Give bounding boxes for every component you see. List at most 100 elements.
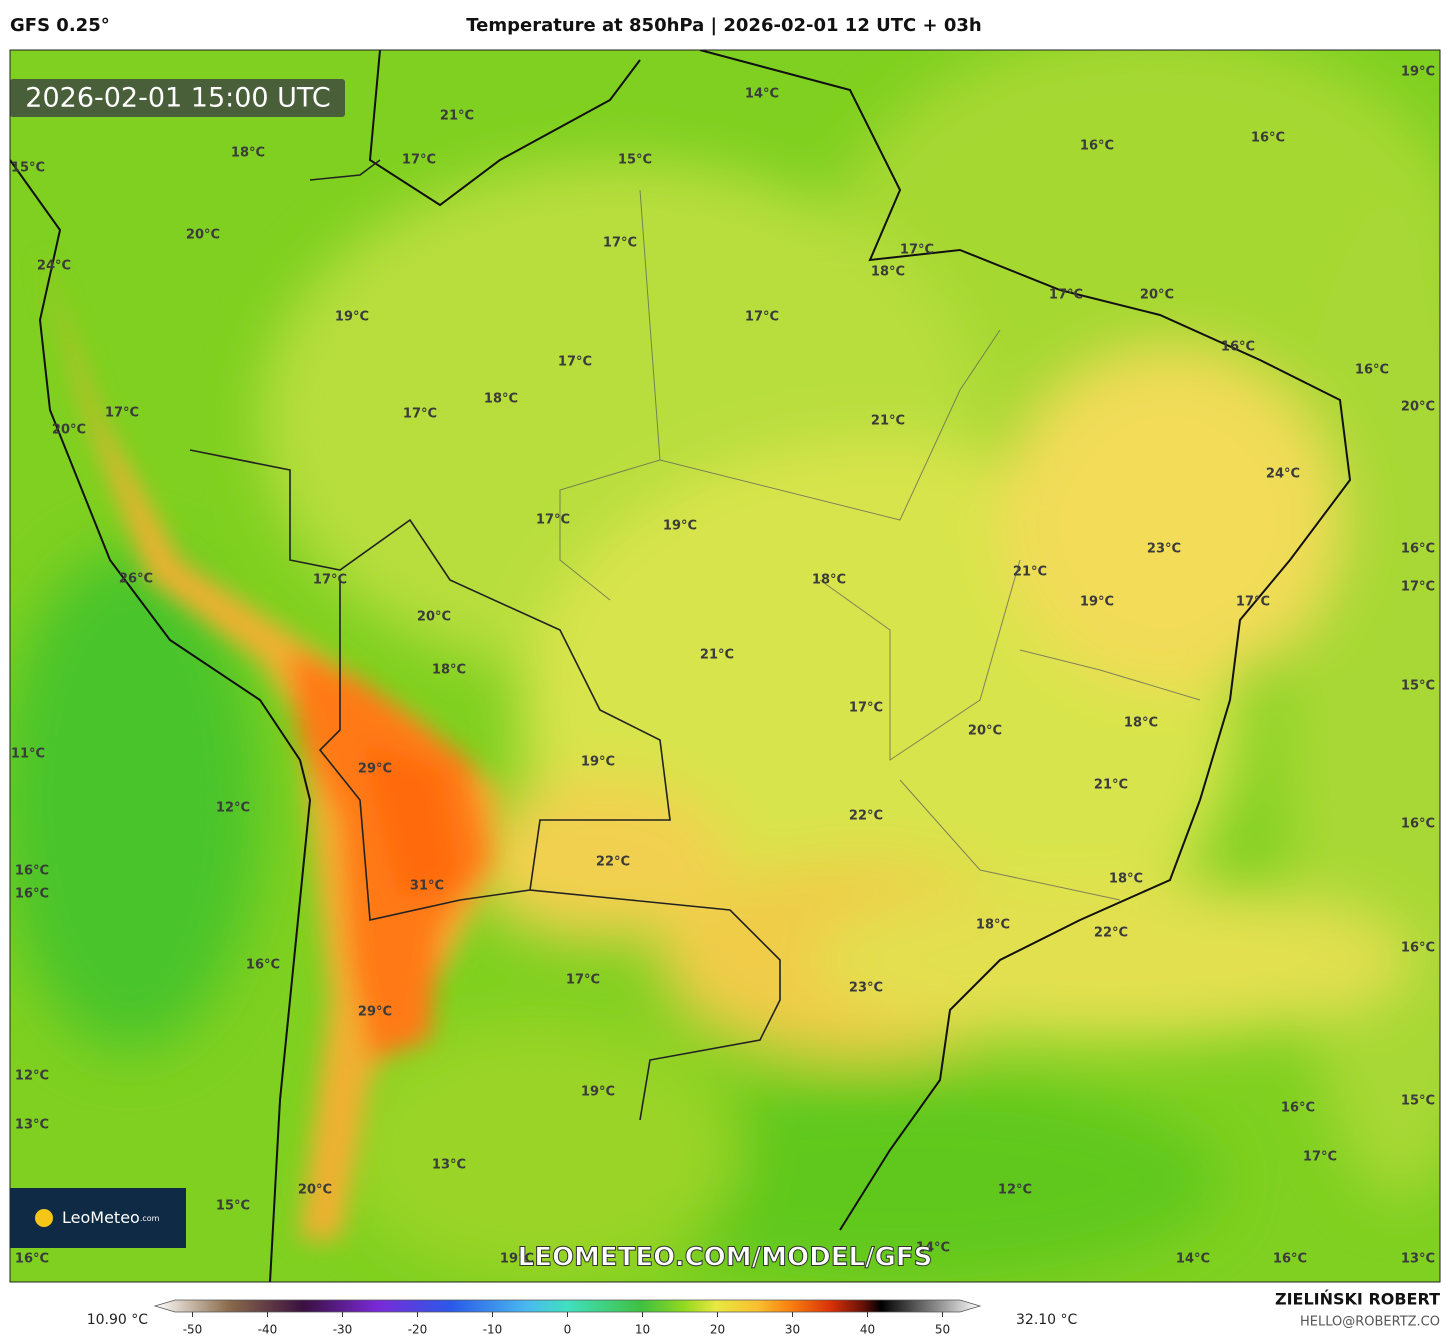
map-frame bbox=[9, 49, 1441, 1283]
logo-text: LeoMeteo bbox=[62, 1208, 140, 1227]
temperature-label: 15°C bbox=[11, 161, 45, 176]
temperature-label: 18°C bbox=[1124, 716, 1158, 731]
temperature-label: 18°C bbox=[871, 265, 905, 280]
colorbar-tick-label: 40 bbox=[860, 1323, 875, 1337]
temperature-label: 19°C bbox=[335, 310, 369, 325]
temperature-label: 18°C bbox=[1109, 872, 1143, 887]
temperature-label: 17°C bbox=[603, 236, 637, 251]
colorbar-tick-label: 30 bbox=[785, 1323, 800, 1337]
temperature-label: 16°C bbox=[15, 864, 49, 879]
author-email: HELLO@ROBERTZ.CO bbox=[1300, 1315, 1440, 1330]
temperature-label: 29°C bbox=[358, 762, 392, 777]
temperature-label: 14°C bbox=[1176, 1252, 1210, 1267]
temperature-field bbox=[10, 50, 1440, 1280]
temperature-label: 19°C bbox=[500, 1252, 534, 1267]
temperature-label: 16°C bbox=[15, 887, 49, 902]
colorbar-tick-label: -40 bbox=[258, 1323, 278, 1337]
temperature-label: 18°C bbox=[484, 392, 518, 407]
timestamp-box bbox=[10, 79, 345, 117]
temperature-label: 14°C bbox=[916, 1241, 950, 1256]
temperature-label: 17°C bbox=[536, 513, 570, 528]
temperature-label: 20°C bbox=[968, 724, 1002, 739]
temperature-label: 17°C bbox=[403, 407, 437, 422]
coastline bbox=[10, 159, 312, 1282]
temperature-label: 13°C bbox=[432, 1158, 466, 1173]
temperature-label: 17°C bbox=[566, 973, 600, 988]
temperature-label: 17°C bbox=[402, 153, 436, 168]
temperature-label: 17°C bbox=[745, 310, 779, 325]
temperature-label: 15°C bbox=[1401, 679, 1435, 694]
temperature-label: 20°C bbox=[417, 610, 451, 625]
temperature-label: 16°C bbox=[15, 1252, 49, 1267]
temperature-label: 21°C bbox=[440, 109, 474, 124]
temperature-label: 17°C bbox=[1049, 288, 1083, 303]
temperature-label: 21°C bbox=[1013, 565, 1047, 580]
temperature-label: 16°C bbox=[246, 958, 280, 973]
temperature-label: 22°C bbox=[1094, 926, 1128, 941]
temperature-label: 17°C bbox=[1236, 595, 1270, 610]
temperature-label: 19°C bbox=[581, 755, 615, 770]
map: 21°C 14°C 19°C 15°C 18°C 17°C 15°C 16°C 16°C 20°C… bbox=[10, 50, 1440, 1282]
temperature-label: 18°C bbox=[432, 663, 466, 678]
logo-sun bbox=[35, 1209, 53, 1227]
colorbar-min: 10.90 °C bbox=[87, 1312, 149, 1328]
temperature-label: 15°C bbox=[618, 153, 652, 168]
colorbar-tick-label: 10 bbox=[635, 1323, 650, 1337]
temperature-label: 13°C bbox=[15, 1118, 49, 1133]
temperature-label: 17°C bbox=[900, 243, 934, 258]
colorbar-max: 32.10 °C bbox=[1016, 1312, 1078, 1328]
temperature-label: 12°C bbox=[216, 801, 250, 816]
colorbar-tick-label: -20 bbox=[408, 1323, 428, 1337]
temperature-label: 18°C bbox=[812, 573, 846, 588]
temperature-label: 12°C bbox=[15, 1069, 49, 1084]
state-borders bbox=[559, 189, 1201, 901]
temperature-label: 12°C bbox=[998, 1183, 1032, 1198]
temperature-label: 21°C bbox=[871, 414, 905, 429]
temperature-label: 19°C bbox=[1401, 65, 1435, 80]
colorbar-tick-label: 50 bbox=[935, 1323, 950, 1337]
temperature-label: 16°C bbox=[1401, 941, 1435, 956]
author-name: ZIELIŃSKI ROBERT bbox=[1275, 1290, 1440, 1309]
temperature-label: 31°C bbox=[410, 879, 444, 894]
watermark: LEOMETEO.COM/MODEL/GFS bbox=[518, 1243, 933, 1273]
logo-name: LeoMeteo.com bbox=[62, 1208, 160, 1227]
temperature-label: 23°C bbox=[849, 981, 883, 996]
temperature-label: 24°C bbox=[1266, 467, 1300, 482]
hot-region bbox=[40, 250, 500, 1240]
timestamp: 2026-02-01 15:00 UTC bbox=[25, 83, 330, 114]
temperature-label: 20°C bbox=[298, 1183, 332, 1198]
temperature-label: 16°C bbox=[1251, 131, 1285, 146]
temperature-label: 20°C bbox=[1401, 400, 1435, 415]
temperature-label: 17°C bbox=[313, 573, 347, 588]
temperature-label: 15°C bbox=[216, 1199, 250, 1214]
temperature-label: 18°C bbox=[976, 918, 1010, 933]
temperature-label: 23°C bbox=[1147, 542, 1181, 557]
temperature-label: 14°C bbox=[745, 87, 779, 102]
temperature-label: 16°C bbox=[1273, 1252, 1307, 1267]
temperature-label: 18°C bbox=[231, 146, 265, 161]
temperature-label: 17°C bbox=[849, 701, 883, 716]
temperature-label: 17°C bbox=[1303, 1150, 1337, 1165]
temperature-label: 20°C bbox=[1140, 288, 1174, 303]
temperature-label: 11°C bbox=[11, 747, 45, 762]
temperature-label: 22°C bbox=[596, 855, 630, 870]
colorbar-tick-label: 0 bbox=[564, 1323, 572, 1337]
colorbar-tick-label: -10 bbox=[483, 1323, 503, 1337]
temperature-label: 29°C bbox=[358, 1005, 392, 1020]
colorbar-tick-label: -50 bbox=[183, 1323, 203, 1337]
temperature-label: 20°C bbox=[186, 228, 220, 243]
temperature-label: 21°C bbox=[1094, 778, 1128, 793]
map-title: Temperature at 850hPa | 2026-02-01 12 UT… bbox=[466, 15, 981, 36]
temperature-label: 17°C bbox=[105, 406, 139, 421]
colorbar-tick-label: -30 bbox=[333, 1323, 353, 1337]
temperature-labels: 21°C 14°C 19°C 15°C 18°C 17°C 15°C 16°C 16°C 20°C… bbox=[11, 65, 1435, 1267]
temperature-label: 16°C bbox=[1281, 1101, 1315, 1116]
temperature-label: 16°C bbox=[1401, 542, 1435, 557]
temperature-label: 26°C bbox=[119, 572, 153, 587]
temperature-label: 16°C bbox=[1401, 817, 1435, 832]
temperature-label: 19°C bbox=[581, 1085, 615, 1100]
temperature-label: 16°C bbox=[1080, 139, 1114, 154]
temperature-label: 22°C bbox=[849, 809, 883, 824]
